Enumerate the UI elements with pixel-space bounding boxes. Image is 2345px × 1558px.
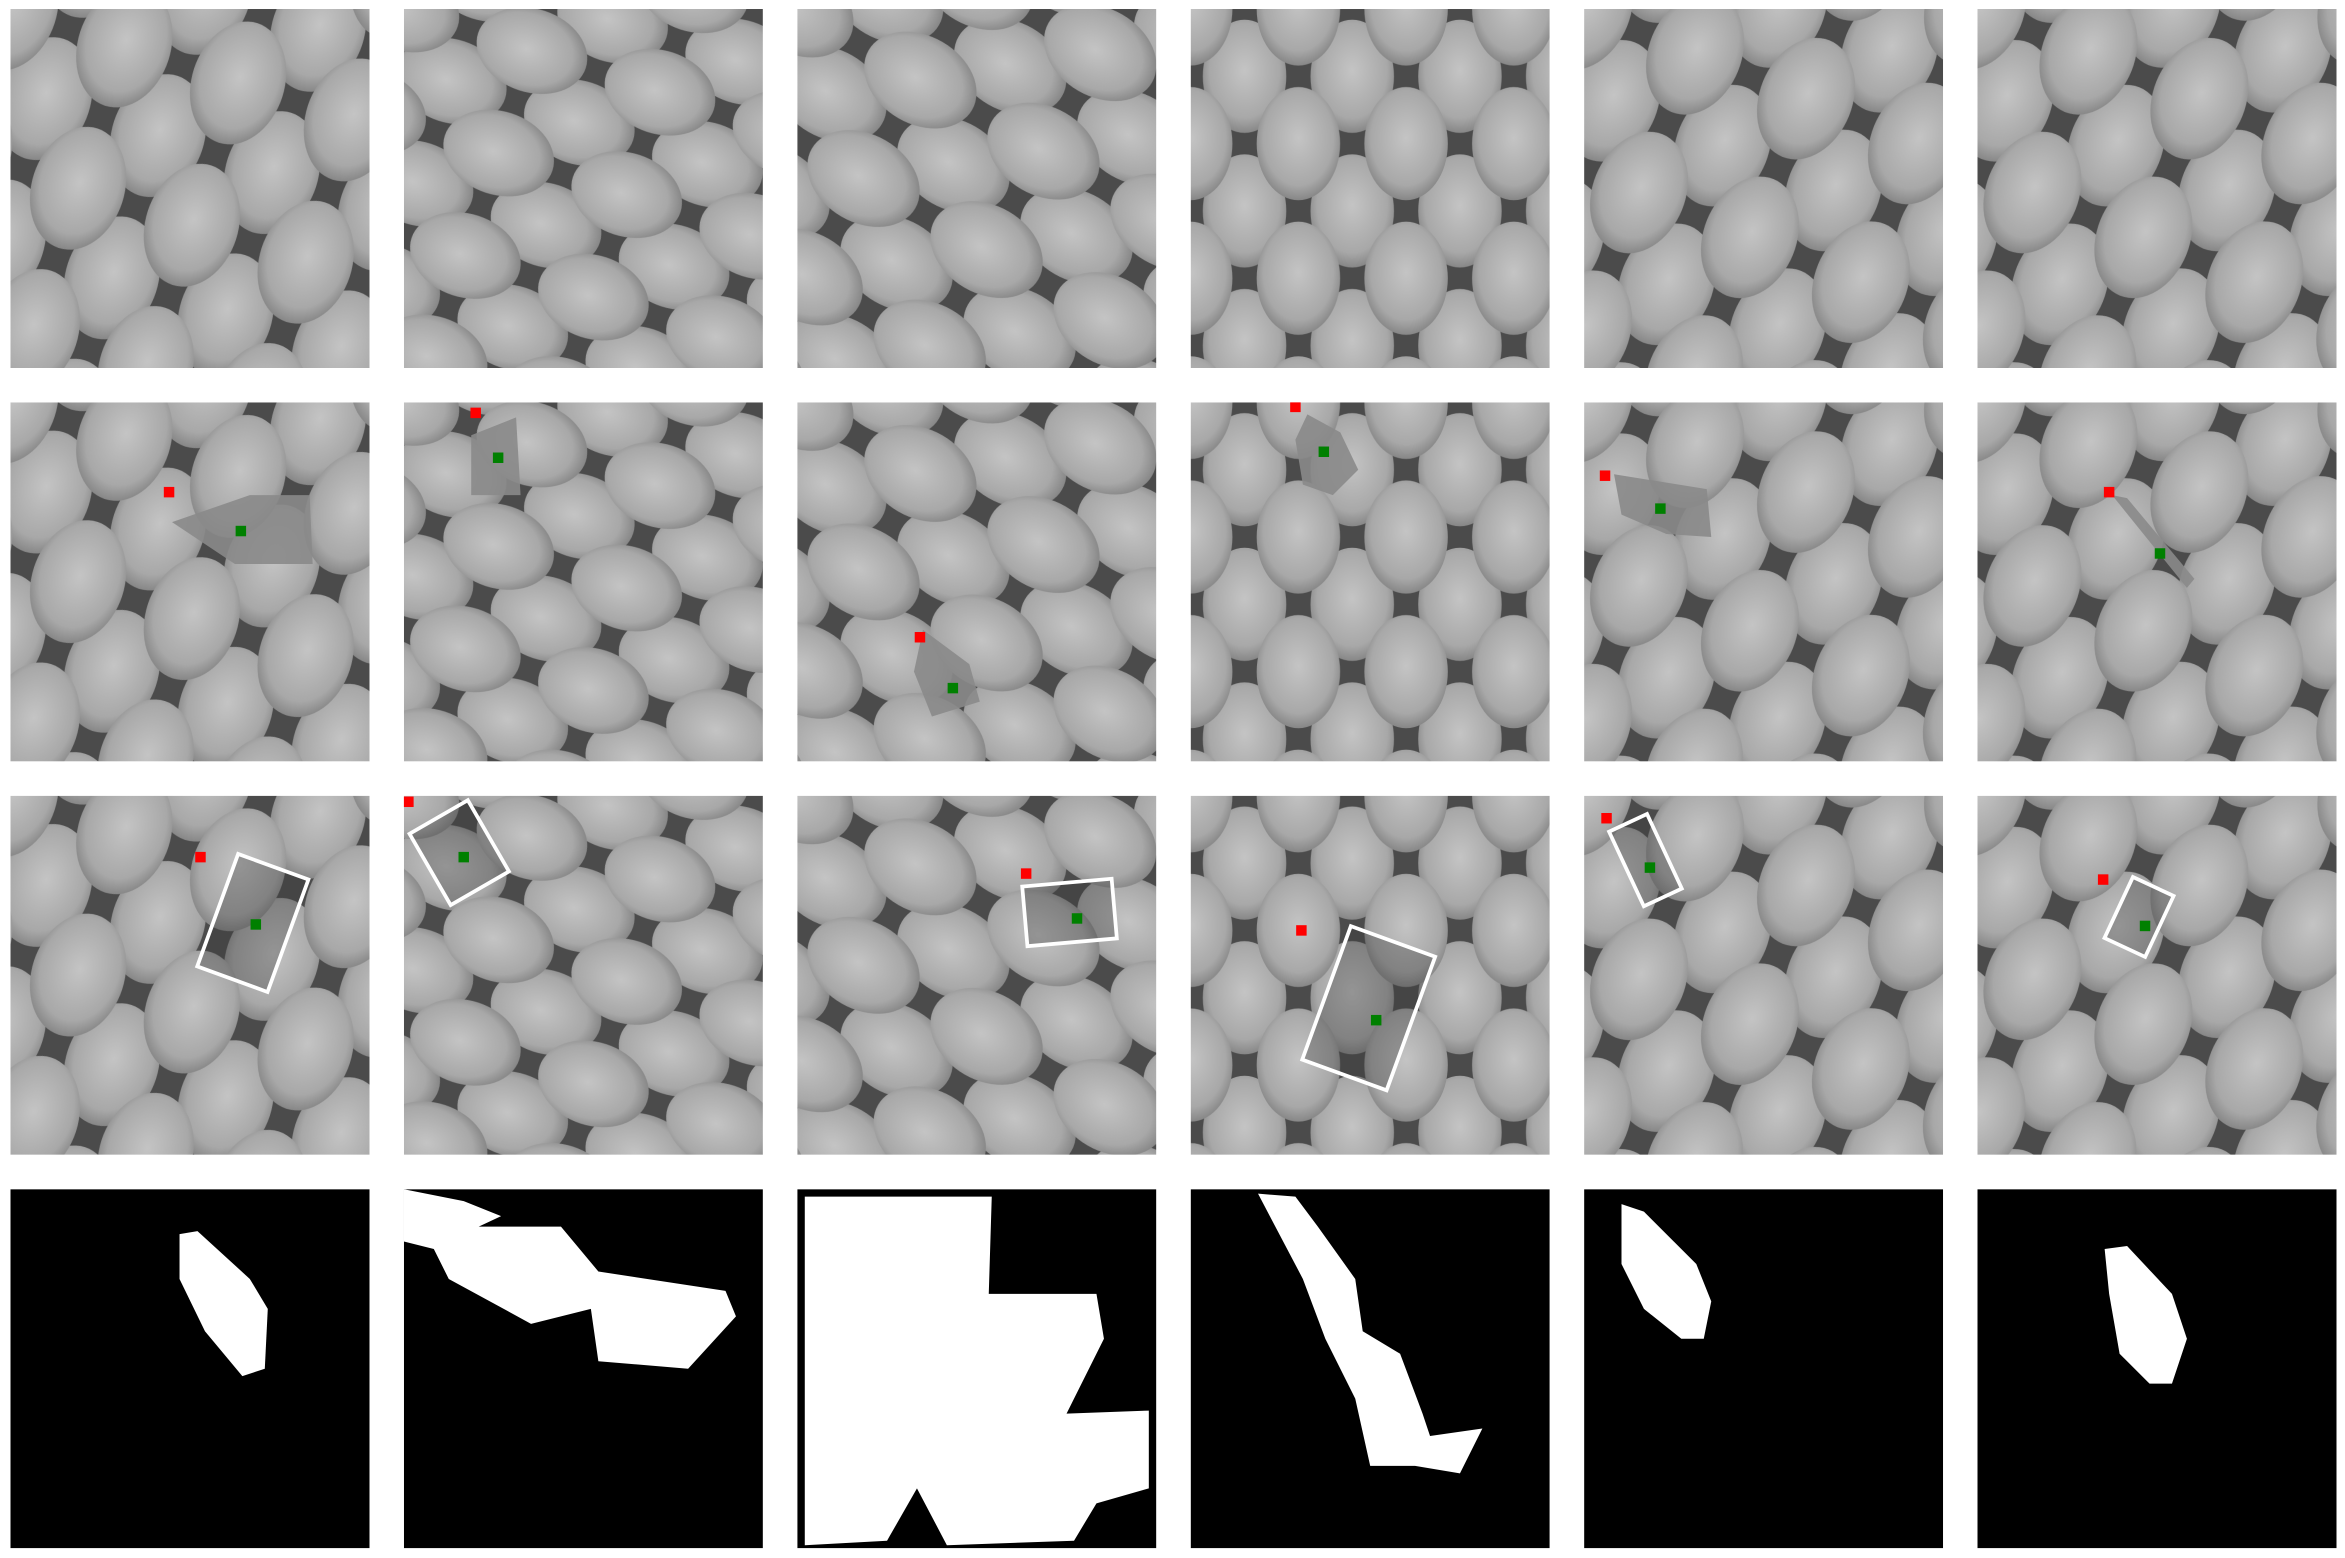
image-tile: [10, 795, 370, 1155]
image-tile: [403, 9, 763, 368]
red-marker: [914, 632, 926, 643]
green-marker: [1644, 862, 1656, 873]
red-marker: [2103, 486, 2115, 498]
mask-region: [1258, 1193, 1483, 1474]
mask-region: [179, 1231, 268, 1377]
green-marker: [2154, 548, 2166, 559]
texture: [797, 795, 1157, 1155]
image-tile: [10, 9, 370, 368]
image-tile: [1190, 9, 1550, 368]
green-marker: [947, 682, 959, 694]
image-tile: [403, 402, 763, 762]
image-tile: [1977, 9, 2337, 368]
green-marker: [1318, 446, 1330, 457]
image-tile: [10, 1189, 370, 1549]
image-tile: [797, 1189, 1157, 1549]
texture: [1190, 402, 1550, 762]
image-tile: [1584, 1189, 1944, 1549]
red-marker: [2097, 874, 2109, 885]
patch: [913, 629, 980, 717]
patch: [2112, 495, 2195, 588]
red-marker: [1599, 470, 1611, 481]
texture: [403, 9, 763, 368]
texture: [1977, 795, 2337, 1155]
red-marker: [1296, 925, 1307, 936]
image-tile: [1190, 795, 1550, 1155]
texture: [797, 402, 1157, 762]
green-marker: [250, 919, 262, 930]
bounding-box: [1606, 811, 1685, 909]
image-tile: [797, 402, 1157, 762]
bounding-box: [2102, 874, 2177, 960]
texture: [10, 795, 370, 1155]
red-marker: [470, 407, 481, 419]
red-marker: [403, 796, 414, 808]
bounding-box: [1020, 876, 1119, 949]
mask-region: [2104, 1246, 2187, 1384]
texture: [1977, 402, 2337, 762]
image-tile: [1190, 402, 1550, 762]
mask-region: [1621, 1204, 1712, 1339]
texture: [797, 9, 1157, 368]
texture: [1190, 795, 1550, 1155]
image-tile: [1977, 795, 2337, 1155]
mask-region: [804, 1196, 1149, 1546]
red-marker: [1020, 868, 1032, 879]
red-marker: [1290, 402, 1301, 413]
green-marker: [1071, 913, 1083, 924]
texture: [1584, 402, 1944, 762]
image-tile: [403, 795, 763, 1155]
green-marker: [492, 452, 504, 463]
red-marker: [195, 851, 206, 863]
bounding-box: [1299, 923, 1438, 1093]
texture: [403, 402, 763, 762]
mask-region: [403, 1189, 736, 1369]
image-tile: [1190, 1189, 1550, 1549]
texture: [1977, 9, 2337, 368]
green-marker: [235, 525, 247, 537]
image-tile: [10, 402, 370, 762]
red-marker: [163, 486, 175, 498]
image-tile: [403, 1189, 763, 1549]
image-tile: [1977, 1189, 2337, 1549]
green-marker: [2139, 920, 2151, 932]
green-marker: [458, 851, 469, 863]
image-tile: [1584, 9, 1944, 368]
texture: [1584, 795, 1944, 1155]
texture: [1584, 9, 1944, 368]
image-tile: [797, 795, 1157, 1155]
red-marker: [1601, 813, 1612, 824]
image-tile: [1584, 795, 1944, 1155]
texture: [10, 9, 370, 368]
texture: [1190, 9, 1550, 368]
image-tile: [1977, 402, 2337, 762]
green-marker: [1655, 503, 1666, 514]
image-tile: [1584, 402, 1944, 762]
green-marker: [1370, 1014, 1382, 1026]
texture: [10, 402, 370, 762]
image-tile: [797, 9, 1157, 368]
